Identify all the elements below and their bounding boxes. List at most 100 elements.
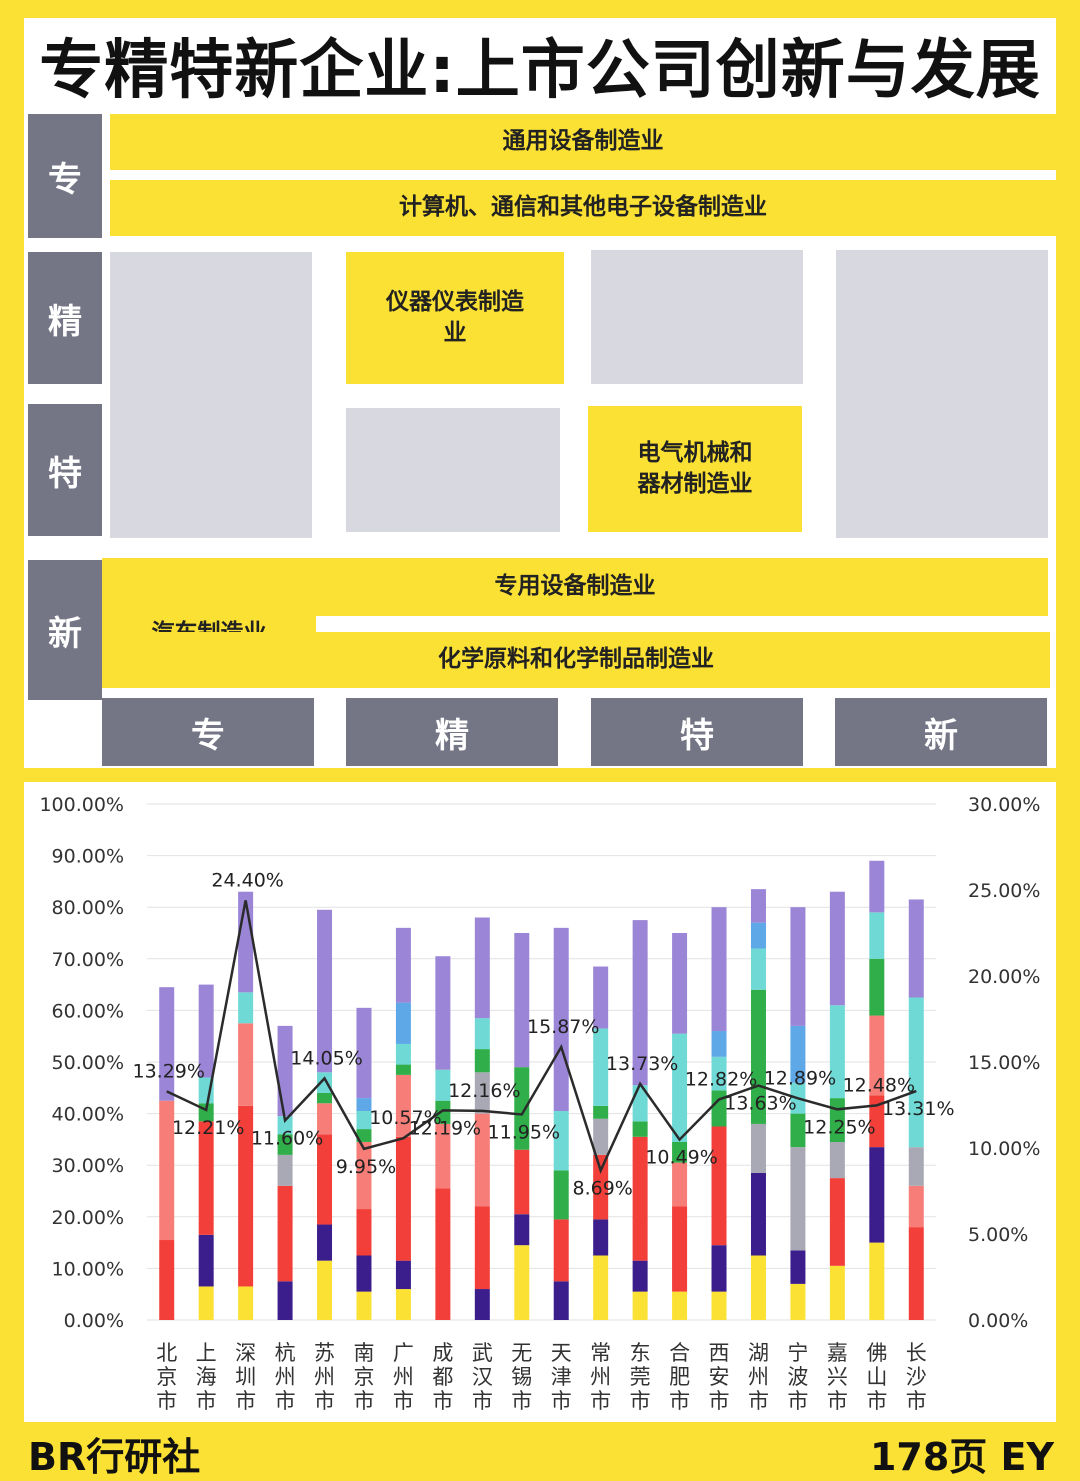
bar-segment xyxy=(317,1260,333,1320)
industry-electrical: 电气机械和器材制造业 xyxy=(588,406,802,532)
x-category-label: 州 xyxy=(590,1365,611,1389)
industry-special-equipment: 专用设备制造业 xyxy=(102,558,1048,616)
x-category-label: 市 xyxy=(787,1389,808,1413)
bar-segment xyxy=(553,927,569,1112)
x-category-label: 安 xyxy=(709,1365,730,1389)
bar-segment xyxy=(829,891,845,1006)
x-category-label: 圳 xyxy=(235,1365,256,1389)
bar-segment xyxy=(395,1136,411,1261)
bar-segment xyxy=(356,1098,372,1112)
line-data-label: 8.69% xyxy=(572,1178,632,1200)
line-data-label: 13.31% xyxy=(882,1098,954,1120)
bar-segment xyxy=(159,1240,175,1320)
x-category-label: 市 xyxy=(748,1389,769,1413)
line-data-label: 11.60% xyxy=(251,1127,323,1149)
bar-segment xyxy=(750,1172,766,1256)
line-data-label: 14.05% xyxy=(290,1047,362,1069)
bar-segment xyxy=(908,1147,924,1186)
bar-segment xyxy=(632,1260,648,1292)
bar-segment xyxy=(750,989,766,1124)
bar-segment xyxy=(435,1069,451,1101)
bar-segment xyxy=(514,1245,530,1320)
x-category-label: 市 xyxy=(630,1389,651,1413)
bar-segment xyxy=(711,1291,727,1320)
bar-segment xyxy=(474,1206,490,1290)
x-category-label: 兴 xyxy=(827,1365,848,1389)
x-category-label: 市 xyxy=(472,1389,493,1413)
x-category-label: 市 xyxy=(827,1389,848,1413)
bar-segment xyxy=(553,1170,569,1220)
bar-segment xyxy=(474,1289,490,1320)
bar-segment xyxy=(514,933,530,1068)
bar-segment xyxy=(711,1031,727,1057)
x-category-label: 州 xyxy=(748,1365,769,1389)
x-category-label: 合 xyxy=(669,1341,690,1365)
bar-segment xyxy=(317,1072,333,1093)
line-data-label: 15.87% xyxy=(527,1016,599,1038)
y-right-tick-label: 0.00% xyxy=(968,1310,1028,1332)
footer-source: 178页 EY xyxy=(869,1435,1054,1479)
y-right-tick-label: 30.00% xyxy=(968,794,1040,816)
x-category-label: 市 xyxy=(393,1389,414,1413)
y-right-tick-label: 20.00% xyxy=(968,966,1040,988)
bar-segment xyxy=(395,1260,411,1290)
bar-segment xyxy=(593,1028,609,1106)
bar-segment xyxy=(474,917,490,1019)
bar-segment xyxy=(632,1136,648,1261)
title-banner: 专精特新企业:上市公司创新与发展 xyxy=(24,18,1056,112)
bar-segment xyxy=(356,1129,372,1142)
line-data-label: 10.49% xyxy=(645,1147,717,1169)
bar-segment xyxy=(908,899,924,998)
bar-segment xyxy=(672,1033,688,1142)
bar-segment xyxy=(277,1281,293,1320)
bar-segment xyxy=(356,1209,372,1256)
x-category-label: 市 xyxy=(235,1389,256,1413)
line-data-label: 12.21% xyxy=(172,1117,244,1139)
line-data-label: 12.19% xyxy=(409,1117,481,1139)
y-left-tick-label: 10.00% xyxy=(52,1258,124,1280)
line-data-label: 12.16% xyxy=(448,1080,520,1102)
bar-segment xyxy=(277,1116,293,1135)
x-category-label: 市 xyxy=(196,1389,217,1413)
line-data-label: 13.29% xyxy=(132,1060,204,1082)
bar-segment xyxy=(159,987,175,1101)
bar-segment xyxy=(553,1281,569,1320)
x-category-label: 市 xyxy=(551,1389,572,1413)
bar-segment xyxy=(790,1283,806,1320)
x-category-label: 市 xyxy=(156,1389,177,1413)
bar-segment xyxy=(790,1250,806,1284)
bar-segment xyxy=(317,1134,333,1225)
bar-segment xyxy=(790,1025,806,1083)
x-category-label: 湖 xyxy=(748,1341,769,1365)
empty-cell-zhuan xyxy=(110,252,312,538)
line-data-label: 13.73% xyxy=(606,1053,678,1075)
x-category-label: 锡 xyxy=(511,1365,532,1389)
line-data-label: 10.57% xyxy=(369,1107,441,1129)
y-left-tick-label: 50.00% xyxy=(52,1052,124,1074)
x-category-label: 西 xyxy=(709,1341,730,1365)
bar-segment xyxy=(593,1219,609,1256)
bar-segment xyxy=(869,958,885,1016)
x-category-label: 州 xyxy=(393,1365,414,1389)
bar-segment xyxy=(238,1286,254,1320)
line-data-label: 12.89% xyxy=(764,1067,836,1089)
bar-segment xyxy=(908,1185,924,1228)
y-right-tick-label: 10.00% xyxy=(968,1138,1040,1160)
bar-segment xyxy=(198,1286,214,1320)
x-category-label: 上 xyxy=(196,1341,217,1365)
y-left-tick-label: 40.00% xyxy=(52,1104,124,1126)
bar-segment xyxy=(829,1265,845,1320)
col-label-zhuan: 专 xyxy=(102,698,314,766)
bar-segment xyxy=(356,1255,372,1292)
col-label-jing: 精 xyxy=(346,698,558,766)
bar-segment xyxy=(356,1111,372,1130)
bar-segment xyxy=(711,1056,727,1091)
bar-segment xyxy=(632,920,648,1086)
x-category-label: 海 xyxy=(196,1365,217,1389)
bar-segment xyxy=(474,1072,490,1114)
x-category-label: 广 xyxy=(393,1341,414,1365)
bar-segment xyxy=(829,1005,845,1099)
row-label-zhuan: 专 xyxy=(28,114,102,238)
line-data-label: 12.25% xyxy=(803,1116,875,1138)
industry-chemical: 化学原料和化学制品制造业 xyxy=(102,632,1050,688)
